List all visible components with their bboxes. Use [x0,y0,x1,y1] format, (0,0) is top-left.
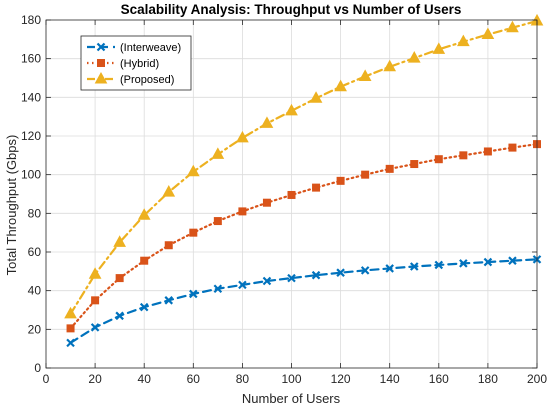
x-tick-label: 160 [429,372,449,386]
data-point [162,185,176,197]
data-point [432,42,446,54]
data-point [508,256,517,265]
data-point [90,323,100,332]
data-point [137,208,151,220]
legend-item: (Interweave) [87,42,181,54]
data-point [336,268,345,277]
data-point [312,183,321,192]
x-tick-label: 60 [187,372,201,386]
data-point [140,256,149,265]
data-point [113,235,126,247]
legend-label: (Proposed) [120,74,174,86]
y-tick-label: 120 [21,129,41,143]
data-point [483,147,492,156]
data-point [285,103,298,116]
data-point [189,228,198,237]
data-point [213,217,222,226]
data-point [238,207,247,216]
grid [46,20,537,368]
data-point [361,170,370,179]
y-tick-label: 80 [28,206,42,220]
chart-title: Scalability Analysis: Throughput vs Numb… [121,2,462,17]
x-tick-label: 80 [236,372,250,386]
series-1 [66,140,541,333]
data-point [481,27,495,39]
x-axis-label: Number of Users [242,391,341,406]
data-point [506,20,519,33]
y-tick-label: 40 [28,284,42,298]
y-tick-label: 100 [21,168,41,182]
data-point [459,151,468,160]
legend-marker [94,71,108,84]
x-tick-label: 100 [281,372,301,386]
data-point [262,198,271,207]
data-point [189,289,198,299]
data-point [186,164,200,177]
legend-item: (Proposed) [87,71,174,86]
data-point [311,270,321,280]
data-point [260,116,274,128]
y-axis-label: Total Throughput (Gbps) [4,135,19,276]
x-tick-label: 200 [527,372,547,386]
legend-item: (Hybrid) [87,58,159,70]
data-point [164,241,173,250]
legend-marker [97,59,105,67]
data-point [434,260,444,270]
data-point [91,296,100,305]
axis-ticks: 0 20 40 60 80 100 120 140 160 180 200 0 20 40 60 80 100 1… [21,13,547,386]
series-layer [64,13,544,348]
x-tick-label: 180 [478,372,498,386]
data-point [434,155,443,164]
data-point [360,266,370,275]
data-point [383,59,397,72]
legend-label: (Interweave) [120,42,181,54]
y-tick-label: 160 [21,52,41,66]
data-point [457,34,470,47]
data-point [211,147,225,159]
data-point [139,302,149,312]
legend: (Interweave) (Hybrid) (Proposed) [80,35,192,91]
y-tick-label: 140 [21,90,41,104]
data-point [309,91,323,103]
data-point [410,160,419,169]
legend-label: (Hybrid) [120,58,159,70]
x-tick-label: 120 [331,372,351,386]
data-point [334,79,347,92]
x-tick-label: 40 [138,372,152,386]
data-point [409,262,419,271]
y-tick-label: 180 [21,13,41,27]
data-point [88,267,102,279]
data-point [238,280,247,290]
series-line [69,258,539,344]
data-point [115,274,124,283]
data-point [358,69,372,81]
data-point [66,324,75,333]
data-point [213,284,223,294]
data-point [262,276,272,286]
data-point [115,311,124,321]
data-point [459,259,468,268]
data-point [483,257,493,267]
y-tick-label: 60 [28,245,42,259]
series-line [69,143,539,330]
data-point [66,338,75,348]
y-tick-label: 0 [34,361,41,375]
y-tick-label: 20 [28,322,42,336]
data-point [287,273,296,283]
legend-marker [96,42,106,52]
data-point [508,143,517,152]
x-tick-label: 140 [380,372,400,386]
data-point [164,296,174,305]
data-point [287,190,296,199]
x-tick-label: 0 [43,372,50,386]
data-point [236,130,249,143]
data-point [385,164,394,173]
data-point [64,306,77,319]
data-point [407,51,421,63]
data-point [385,264,394,273]
series-0 [66,255,542,348]
x-tick-label: 20 [88,372,102,386]
data-point [336,176,345,185]
